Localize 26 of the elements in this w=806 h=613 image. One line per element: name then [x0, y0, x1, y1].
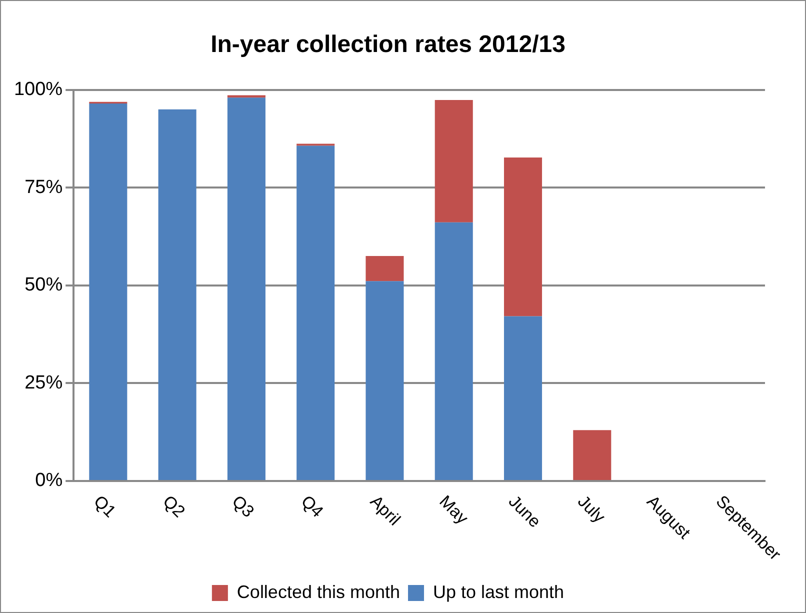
bar — [366, 281, 404, 480]
bar — [227, 98, 266, 480]
chart-title: In-year collection rates 2012/13 — [210, 31, 566, 58]
x-tick-label: Q2 — [159, 492, 189, 522]
y-tick-label: 50% — [24, 274, 63, 296]
y-tick-label: 0% — [35, 470, 63, 492]
bar — [434, 222, 473, 480]
x-tick-label: Q3 — [228, 492, 258, 522]
bar — [296, 146, 335, 480]
legend-label: Collected this month — [236, 582, 400, 602]
y-tick-label: 75% — [24, 176, 63, 198]
y-tick-label: 25% — [24, 372, 63, 394]
bar — [434, 100, 473, 222]
bar — [366, 256, 404, 282]
bar — [504, 157, 542, 316]
legend-label: Up to last month — [433, 582, 564, 602]
x-tick-label: Q1 — [90, 492, 120, 522]
bar — [89, 103, 128, 480]
y-tick-label: 100% — [14, 79, 63, 100]
x-tick-label: April — [366, 492, 404, 530]
x-tick-label: Q4 — [297, 492, 327, 522]
bar — [504, 316, 542, 480]
x-tick-label: July — [574, 492, 610, 527]
bar — [573, 430, 612, 480]
bar — [158, 109, 196, 480]
x-tick-label: May — [436, 492, 472, 528]
